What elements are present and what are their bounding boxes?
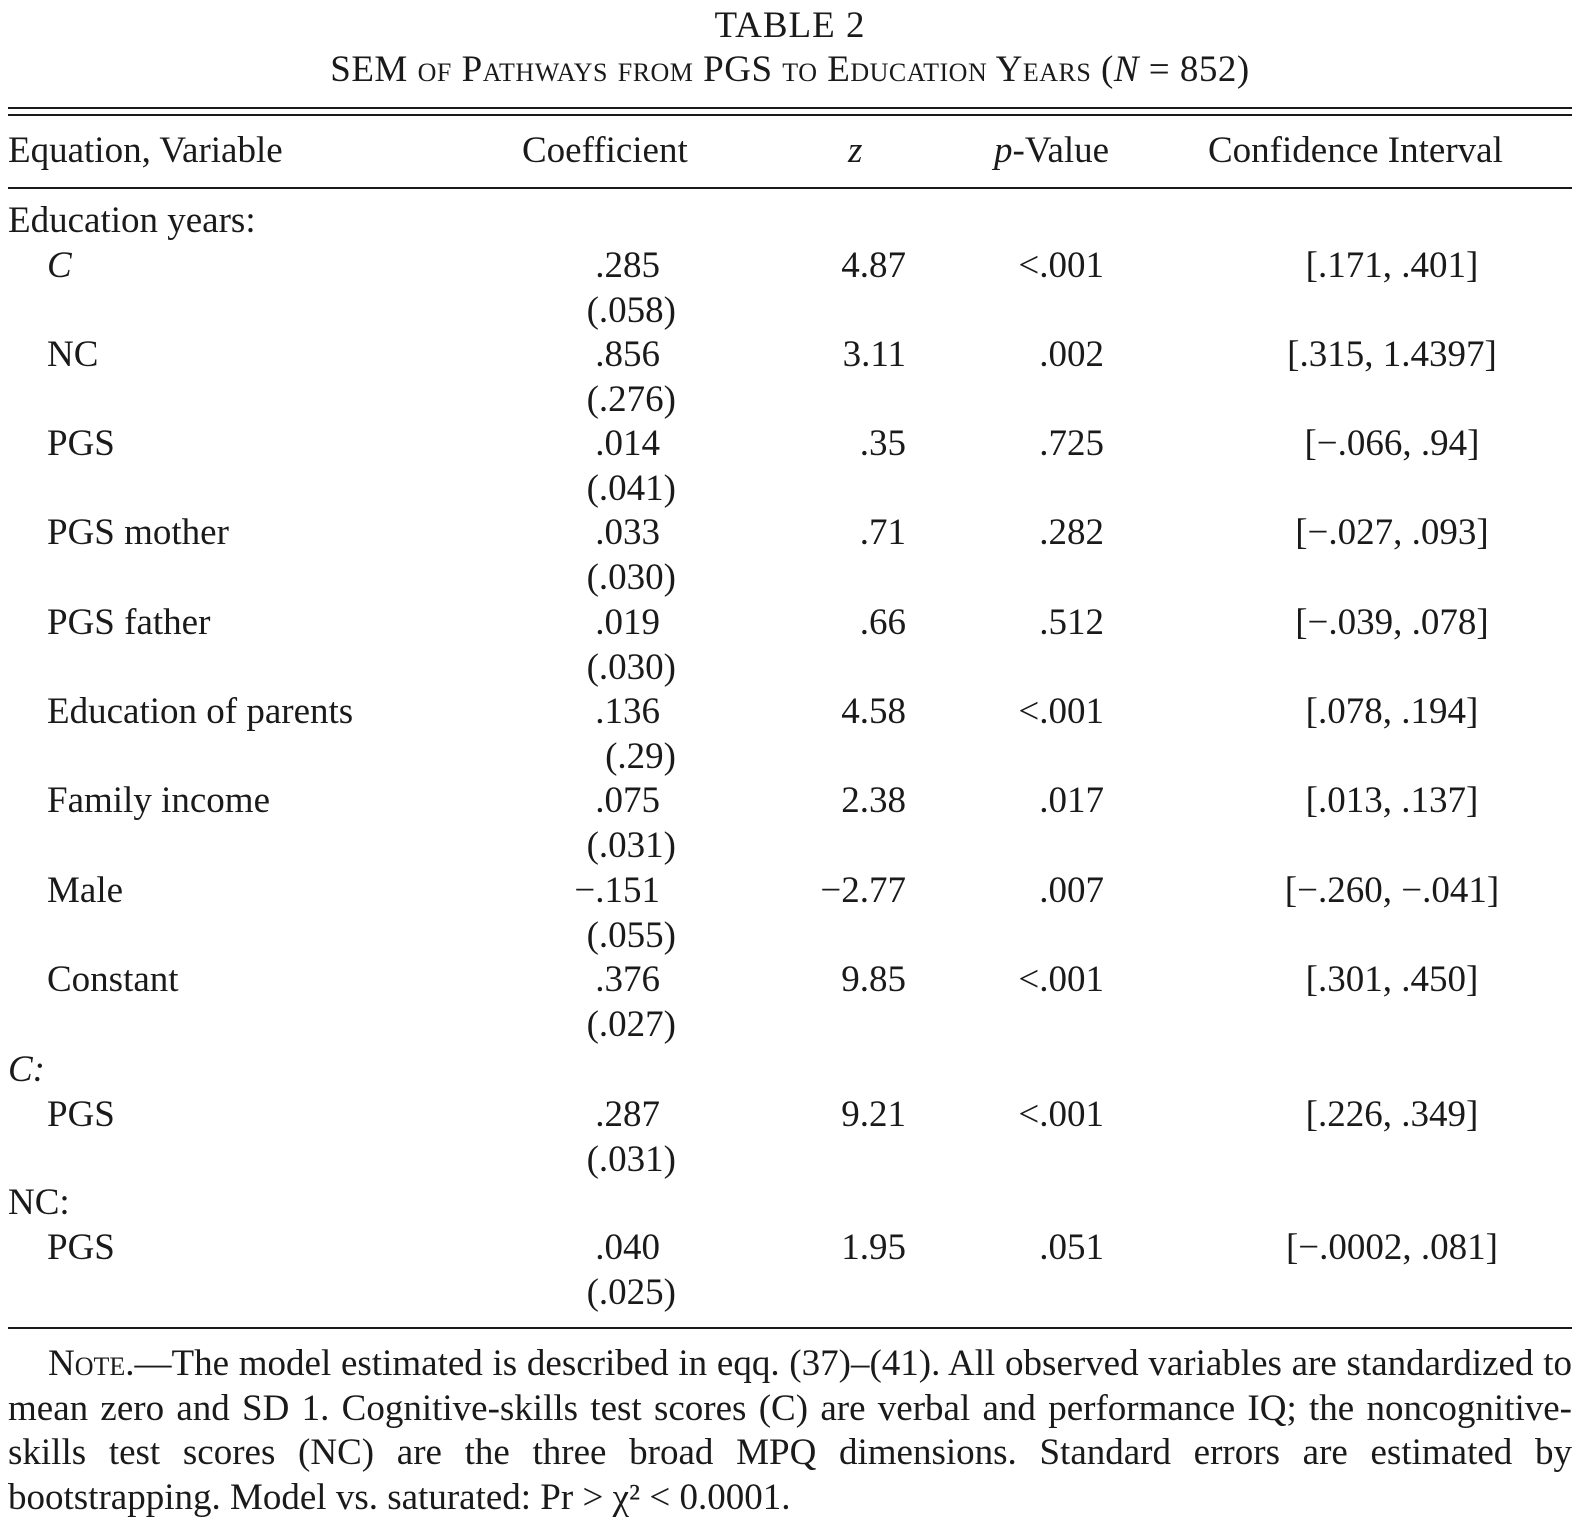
row-confidence-interval: [−.027, .093] xyxy=(1295,512,1489,553)
row-variable: PGS xyxy=(47,1227,115,1268)
row-variable: Education of parents xyxy=(47,691,354,732)
row-standard-error: (.031) xyxy=(586,825,676,866)
header-coefficient: Coefficient xyxy=(522,130,688,171)
top-rule-1 xyxy=(8,107,1572,109)
row-coefficient: .019 xyxy=(595,602,660,643)
row-p-value: .512 xyxy=(1039,602,1104,643)
row-variable: PGS xyxy=(47,423,115,464)
row-coefficient: .376 xyxy=(595,959,660,1000)
table-label: TABLE 2 xyxy=(714,5,866,46)
row-standard-error: (.058) xyxy=(586,290,676,331)
row-standard-error: (.276) xyxy=(586,379,676,420)
header-p-letter: p xyxy=(994,130,1013,171)
table-title-main: SEM of Pathways from PGS to Education Ye… xyxy=(330,49,1114,90)
header-variable: Equation, Variable xyxy=(8,130,283,171)
bottom-rule xyxy=(8,1327,1572,1329)
row-coefficient: .040 xyxy=(595,1227,660,1268)
row-p-value: .725 xyxy=(1039,423,1104,464)
header-z: z xyxy=(848,130,863,171)
row-standard-error: (.025) xyxy=(586,1272,676,1313)
row-variable: PGS mother xyxy=(47,512,229,553)
row-standard-error: (.055) xyxy=(586,915,676,956)
row-coefficient: .075 xyxy=(595,780,660,821)
row-coefficient: .285 xyxy=(595,245,660,286)
row-coefficient: −.151 xyxy=(574,870,660,911)
note-body: —The model estimated is described in eqq… xyxy=(8,1343,1572,1518)
row-z: .35 xyxy=(859,423,906,464)
row-p-value: .002 xyxy=(1039,334,1104,375)
row-p-value: <.001 xyxy=(1018,691,1104,732)
row-variable: PGS xyxy=(47,1094,115,1135)
row-standard-error: (.29) xyxy=(605,736,676,777)
row-standard-error: (.030) xyxy=(586,557,676,598)
row-z: 9.21 xyxy=(841,1094,906,1135)
row-p-value: .007 xyxy=(1039,870,1104,911)
row-confidence-interval: [−.260, −.041] xyxy=(1284,870,1500,911)
row-standard-error: (.027) xyxy=(586,1004,676,1045)
row-standard-error: (.031) xyxy=(586,1139,676,1180)
table-title-tail: = 852) xyxy=(1139,49,1250,90)
row-coefficient: .033 xyxy=(595,512,660,553)
header-confidence-interval: Confidence Interval xyxy=(1208,130,1503,171)
row-confidence-interval: [.171, .401] xyxy=(1305,245,1479,286)
row-confidence-interval: [.301, .450] xyxy=(1305,959,1479,1000)
row-confidence-interval: [−.039, .078] xyxy=(1295,602,1489,643)
row-z: 3.11 xyxy=(842,334,906,375)
row-variable: C xyxy=(47,245,72,286)
row-z: 4.58 xyxy=(841,691,906,732)
row-z: 9.85 xyxy=(841,959,906,1000)
note-lead: Note. xyxy=(48,1343,135,1384)
row-confidence-interval: [.315, 1.4397] xyxy=(1287,334,1497,375)
row-standard-error: (.030) xyxy=(586,647,676,688)
row-p-value: .051 xyxy=(1039,1227,1104,1268)
row-z: 4.87 xyxy=(841,245,906,286)
row-confidence-interval: [.226, .349] xyxy=(1305,1094,1479,1135)
row-p-value: .282 xyxy=(1039,512,1104,553)
row-p-value: <.001 xyxy=(1018,1094,1104,1135)
row-confidence-interval: [.078, .194] xyxy=(1305,691,1479,732)
row-z: .66 xyxy=(859,602,906,643)
row-variable: Family income xyxy=(47,780,270,821)
row-p-value: .017 xyxy=(1039,780,1104,821)
header-rule xyxy=(8,187,1572,189)
table-title: SEM of Pathways from PGS to Education Ye… xyxy=(0,48,1580,91)
table-note: Note.—The model estimated is described i… xyxy=(8,1342,1572,1520)
row-standard-error: (.041) xyxy=(586,468,676,509)
row-coefficient: .856 xyxy=(595,334,660,375)
row-confidence-interval: [−.066, .94] xyxy=(1304,423,1480,464)
row-variable: Constant xyxy=(47,959,179,1000)
section-label: C: xyxy=(8,1049,45,1090)
row-confidence-interval: [−.0002, .081] xyxy=(1285,1227,1498,1268)
row-variable: NC xyxy=(47,334,99,375)
row-coefficient: .014 xyxy=(595,423,660,464)
section-label: NC: xyxy=(8,1182,70,1223)
row-p-value: <.001 xyxy=(1018,245,1104,286)
section-label: Education years: xyxy=(8,200,256,241)
header-p-value: p-Value xyxy=(994,132,1109,169)
row-coefficient: .287 xyxy=(595,1094,660,1135)
row-z: 2.38 xyxy=(841,780,906,821)
row-confidence-interval: [.013, .137] xyxy=(1305,780,1479,821)
row-z: −2.77 xyxy=(820,870,906,911)
header-p-rest: -Value xyxy=(1012,130,1110,171)
table-title-n: N xyxy=(1113,49,1140,90)
row-z: .71 xyxy=(859,512,906,553)
row-z: 1.95 xyxy=(841,1227,906,1268)
row-variable: PGS father xyxy=(47,602,211,643)
top-rule-2 xyxy=(8,114,1572,116)
row-variable: Male xyxy=(47,870,124,911)
row-p-value: <.001 xyxy=(1018,959,1104,1000)
row-coefficient: .136 xyxy=(595,691,660,732)
